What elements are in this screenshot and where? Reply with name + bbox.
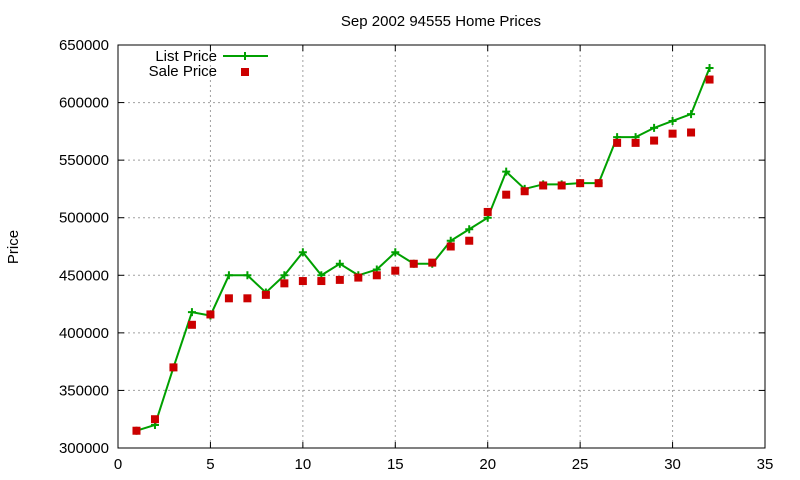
sale-price-point <box>224 294 233 303</box>
sale-price-point <box>483 207 492 216</box>
y-ticks: 300000 350000 400000 450000 500000 550000 6000… <box>59 37 765 457</box>
sale-price-point <box>687 128 696 137</box>
sale-price-point <box>261 290 270 299</box>
sale-price-point <box>446 242 455 251</box>
list-price-point <box>298 248 307 257</box>
sale-price-point <box>520 187 529 196</box>
list-price-point <box>687 110 696 119</box>
x-tick-label: 15 <box>387 456 404 473</box>
x-ticks: 0 5 10 15 20 25 30 35 <box>114 45 774 473</box>
sale-price-point <box>631 138 640 147</box>
sale-price-point <box>317 277 326 286</box>
y-tick-label: 600000 <box>59 95 109 112</box>
x-tick-label: 0 <box>114 456 122 473</box>
sale-price-point <box>613 138 622 147</box>
sale-price-point <box>409 259 418 268</box>
list-price-point <box>391 248 400 257</box>
sale-price-point <box>391 266 400 275</box>
x-tick-label: 10 <box>295 456 312 473</box>
y-tick-label: 350000 <box>59 382 109 399</box>
sale-price-point <box>428 258 437 267</box>
sale-price-point <box>298 277 307 286</box>
sale-price-point <box>650 136 659 145</box>
list-price-point <box>650 123 659 132</box>
y-axis-label: Price <box>5 230 22 264</box>
sale-price-point <box>465 236 474 245</box>
sale-price-point <box>705 75 714 84</box>
plot-frame <box>117 44 766 449</box>
list-price-point <box>502 167 511 176</box>
list-price-point <box>280 271 289 280</box>
sale-price-point <box>576 179 585 188</box>
sale-price-point <box>557 181 566 190</box>
sale-price-point <box>335 275 344 284</box>
list-price-point <box>668 116 677 125</box>
x-tick-label: 5 <box>206 456 214 473</box>
grid-lines <box>118 45 765 448</box>
sale-price-point <box>187 320 196 329</box>
list-price-point <box>243 271 252 280</box>
sale-price-point <box>354 273 363 282</box>
list-price-point <box>705 64 714 73</box>
sale-price-point <box>169 363 178 372</box>
sale-price-point <box>150 415 159 424</box>
legend-marker-sale-price <box>241 68 249 76</box>
legend-marker-list-price <box>241 52 249 60</box>
sale-price-point <box>594 179 603 188</box>
sale-price-point <box>132 426 141 435</box>
chart-title: Sep 2002 94555 Home Prices <box>341 13 541 30</box>
series-sale-price <box>132 75 714 435</box>
sale-price-point <box>280 279 289 288</box>
series-list-price <box>132 64 714 435</box>
list-price-line <box>136 67 711 432</box>
y-tick-label: 650000 <box>59 37 109 54</box>
x-tick-label: 35 <box>757 456 774 473</box>
list-price-point <box>224 271 233 280</box>
y-tick-label: 500000 <box>59 210 109 227</box>
sale-price-point <box>668 129 677 138</box>
x-tick-label: 20 <box>479 456 496 473</box>
x-tick-label: 30 <box>664 456 681 473</box>
legend-label-sale-price: Sale Price <box>149 63 217 80</box>
sale-price-point <box>372 271 381 280</box>
y-tick-label: 450000 <box>59 267 109 284</box>
list-price-point <box>335 259 344 268</box>
list-price-point <box>187 308 196 317</box>
x-tick-label: 25 <box>572 456 589 473</box>
y-tick-label: 300000 <box>59 440 109 457</box>
sale-price-point <box>502 190 511 199</box>
sale-price-point <box>539 181 548 190</box>
sale-price-point <box>243 294 252 303</box>
legend-label-list-price: List Price <box>155 48 217 65</box>
y-tick-label: 550000 <box>59 152 109 169</box>
y-tick-label: 400000 <box>59 325 109 342</box>
list-price-point <box>465 225 474 234</box>
sale-price-point <box>206 310 215 319</box>
